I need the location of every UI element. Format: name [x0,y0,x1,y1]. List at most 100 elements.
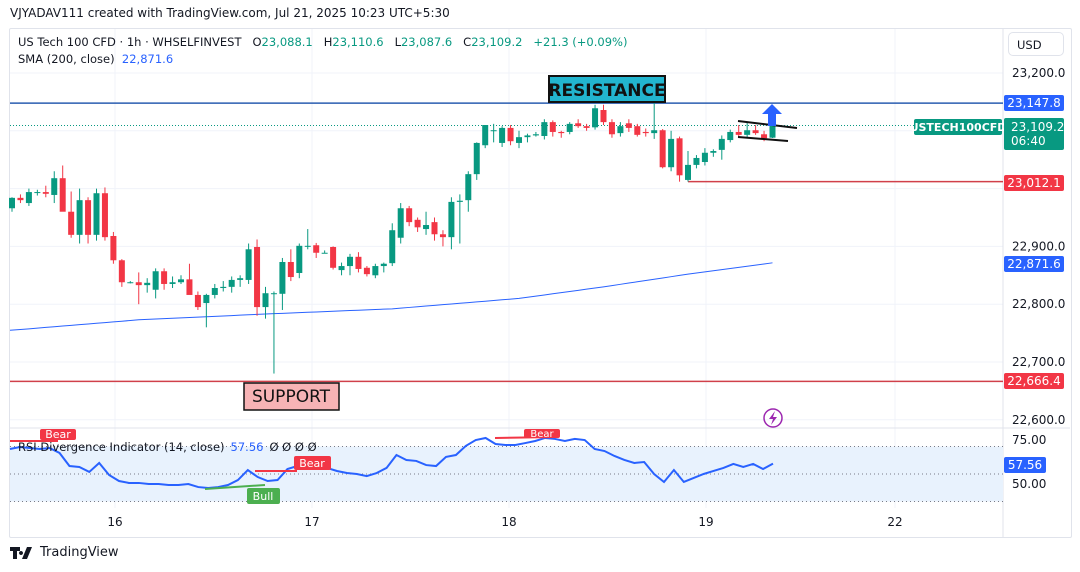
ticker-tag [914,119,1002,135]
candle [161,268,168,290]
candle [625,119,632,132]
resistance-price-tag [1004,95,1064,111]
price-axis[interactable]: 23,200.0 22,900.0 22,800.0 22,700.0 22,600.0 [1012,66,1065,427]
arrow-up-icon[interactable] [762,104,782,126]
rsi-pane: Bear Bear Bull Bear RSI Divergence Indic… [9,428,774,504]
candle-body [397,208,404,238]
candle [541,119,548,140]
symbol-title[interactable]: US Tech 100 CFD · 1h · WHSELFINVEST [18,35,242,49]
candle [211,283,218,299]
bear-badge-text: Bear [299,457,325,470]
candle [693,155,700,169]
support-label[interactable]: SUPPORT [243,382,340,411]
candle-body [558,131,565,134]
candle [490,123,497,143]
candle-body [735,131,742,135]
candle [25,188,32,206]
resistance-text: RESISTANCE [548,81,665,101]
candle [42,185,49,198]
candle-body [727,131,734,141]
candle [380,262,387,273]
candle [127,281,134,284]
channel-upper-line[interactable] [737,120,798,129]
candle [651,96,658,139]
price-tick-label: 22,700.0 [1012,355,1065,369]
bear-badge [524,429,560,438]
candle [532,131,539,137]
candle [685,151,691,182]
candle-body [676,138,683,176]
candle [608,119,615,138]
candle-body [668,138,675,168]
candle-body [287,262,294,278]
candle [220,281,227,292]
sma-line [9,262,773,331]
candle [372,263,379,279]
channel-lower-line[interactable] [737,136,789,142]
candle-body [566,123,573,132]
candle-body [178,279,184,283]
time-axis[interactable]: 16 17 18 19 22 [107,515,902,529]
lightning-icon[interactable] [763,408,783,428]
high-value: 23,110.6 [332,35,384,49]
candle-body [338,266,345,271]
candle [254,239,261,316]
candle-body [456,200,463,202]
bear-badge [40,429,76,440]
sma-price-text: 22,871.6 [1007,257,1060,271]
low-label: L [394,35,401,49]
candle-body [101,193,108,238]
candle [516,130,522,149]
candle-body [313,245,320,253]
candle [744,122,751,138]
candle-body [499,127,506,143]
channel[interactable] [737,120,798,142]
candle-body [482,125,489,146]
candle [439,230,446,247]
candle-body [634,126,641,135]
currency-button[interactable]: USD [1008,32,1064,56]
candle-body [532,134,539,136]
resistance-label[interactable]: RESISTANCE [548,75,666,103]
candle-body [25,192,32,204]
tradingview-logo[interactable]: TradingView [10,545,119,560]
support-text: SUPPORT [252,387,331,407]
candle-body [186,279,193,295]
candle-body [127,282,134,284]
level-price-tag [1004,175,1064,191]
candle-body [380,263,387,267]
candle-body [423,225,430,230]
candle-body [110,235,117,261]
candle [575,119,582,128]
rsi-extras: Ø Ø Ø Ø [269,440,316,454]
open-label: O [252,35,262,49]
candle [659,129,666,169]
candle [465,171,472,212]
rsi-legend-value: 57.56 [231,440,264,454]
candle [634,123,641,137]
price-tick-label: 23,200.0 [1012,66,1065,80]
candle-body [51,178,58,195]
candle [118,259,125,287]
candle-body [355,256,362,269]
candle [152,268,159,299]
candle-body [592,108,599,128]
candle-body [194,294,201,308]
candle-body [473,142,480,175]
current-price-text: 23,109.2 [1011,120,1064,134]
sma-row[interactable]: SMA (200, close) 22,871.6 [18,51,627,68]
time-tick-label: 16 [107,515,122,529]
chart-legend: US Tech 100 CFD · 1h · WHSELFINVEST O 23,… [18,34,627,68]
candle-body [68,211,75,235]
candle [431,217,438,241]
high-label: H [323,35,333,49]
countdown-text: 06:40 [1011,134,1046,148]
ohlc-row: US Tech 100 CFD · 1h · WHSELFINVEST O 23,… [18,34,627,51]
rsi-legend[interactable]: RSI Divergence Indicator (14, close) 57.5… [18,440,317,454]
candle [34,189,41,196]
candle-body [144,282,151,286]
candle [178,275,184,284]
candle-body [228,279,235,287]
level-price-text: 23,012.1 [1007,176,1060,190]
